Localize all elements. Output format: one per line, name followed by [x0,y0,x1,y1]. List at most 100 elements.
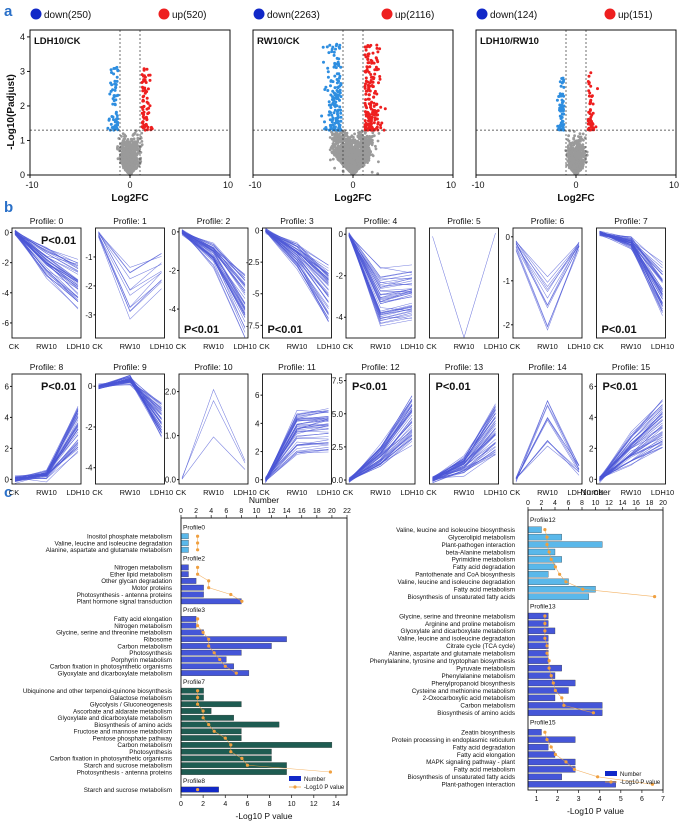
profile-frame [429,227,499,339]
x-tick-label: 10 [223,180,233,190]
profile-10: Profile: 102.01.00.0CK RW10 LDH10 [165,362,257,497]
down-point [560,115,564,119]
term-label: Biosynthesis of unsaturated fatty acids [408,774,515,781]
up-point [367,93,371,97]
y-tick-label: -4 [169,305,177,314]
y-tick-label: 3 [20,66,25,76]
volcano-ldh10_rw10: LDH10/RW10 down(124) up(151) -10 0 10 Log2FC [471,8,679,204]
profile-line [265,432,329,481]
down-point [558,92,562,96]
up-point [363,70,367,73]
x-tick-label: LDH10 [651,488,674,497]
up-legend-marker [158,8,170,20]
enrichment-bar [527,627,556,635]
volcano-title: RW10/CK [257,36,300,47]
profile-5: Profile: 5 CK RW10 LDH10 [426,216,507,351]
up-point [375,46,379,50]
ns-point [573,134,576,138]
volcano-xlabel: Log2FC [334,193,371,204]
down-point [114,118,118,122]
up-point [588,112,592,116]
term-label: 2-Oxocarboxylic acid metabolism [423,695,515,702]
ns-point [367,135,371,139]
pvalue-dot [207,579,211,583]
term-label: Fatty acid elongation [457,752,516,759]
y-tick-label: 0 [88,382,93,391]
x-tick-label: CK [176,342,186,351]
ns-point [334,135,338,139]
up-point [587,117,590,121]
enrichment-bar [180,694,204,701]
ns-point [581,132,585,136]
ns-point [347,147,350,151]
ns-point [362,150,366,154]
ns-point [333,151,337,155]
x-tick-label: RW10 [537,488,558,497]
x-tick-label: LDH10 [400,488,423,497]
ns-point [121,139,125,143]
enrichment-bar [180,578,197,584]
up-point [146,101,150,105]
pvalue-dot [240,756,244,761]
ns-point [330,151,334,155]
down-legend-label: down(250) [44,10,91,21]
ns-point [370,142,373,145]
ns-point [337,133,341,137]
x-tick-label: CK [426,342,436,351]
ns-point [126,163,130,167]
x-tick-label: CK [9,488,19,497]
up-point [588,100,592,104]
ns-point [116,157,120,161]
enrichment-bar [180,643,272,649]
pvalue-line [197,567,243,602]
top-tick-label: 6 [567,500,571,507]
down-point [561,76,565,80]
up-point [377,81,380,85]
up-point [366,52,370,56]
pvalue-dot [212,729,216,733]
ns-point [124,166,127,170]
up-point [372,101,376,105]
ns-point [337,145,341,149]
ns-point [349,153,353,157]
ns-point [123,154,127,158]
ns-point [123,137,127,141]
bottom-tick-label: 8 [268,801,272,808]
y-tick-label: 4 [589,413,594,422]
ns-point [120,135,123,138]
ns-point [328,136,332,139]
down-legend-marker [476,8,488,20]
ns-point [567,134,570,138]
profile-line [265,417,329,479]
up-point [370,112,374,116]
ns-point [374,147,378,151]
profile-title: Profile: 0 [30,216,64,226]
ns-point [134,146,138,149]
pvalue-dot [196,548,200,552]
down-point [329,84,332,88]
pvalue-dot [212,651,216,655]
term-label: Cysteine and methionine metabolism [412,688,515,695]
enrichment-bar [180,649,242,656]
down-point [559,123,563,127]
volcano-ylabel: -Log10(Padjust) [6,74,17,150]
down-point [323,120,326,124]
x-tick-label: 0 [573,180,578,190]
down-point [114,126,118,130]
down-point [115,65,119,69]
x-tick-label: LDH10 [317,488,340,497]
y-tick-label: 1.0 [165,432,177,441]
down-point [326,89,330,92]
x-tick-label: CK [510,342,520,351]
down-point [326,75,330,79]
up-legend-label: up(520) [172,10,206,21]
down-point [113,103,117,107]
up-point [366,61,370,65]
profile-6: Profile: 6 0 -1 -2 CK RW10 LDH10 [503,216,591,351]
y-tick-label: 0 [506,233,511,242]
up-point [376,109,380,113]
up-point [368,65,372,69]
panel-b-profiles: Profile: 00-2-4-6CK RW10 LDH10P<0.01Profil… [2,216,674,497]
